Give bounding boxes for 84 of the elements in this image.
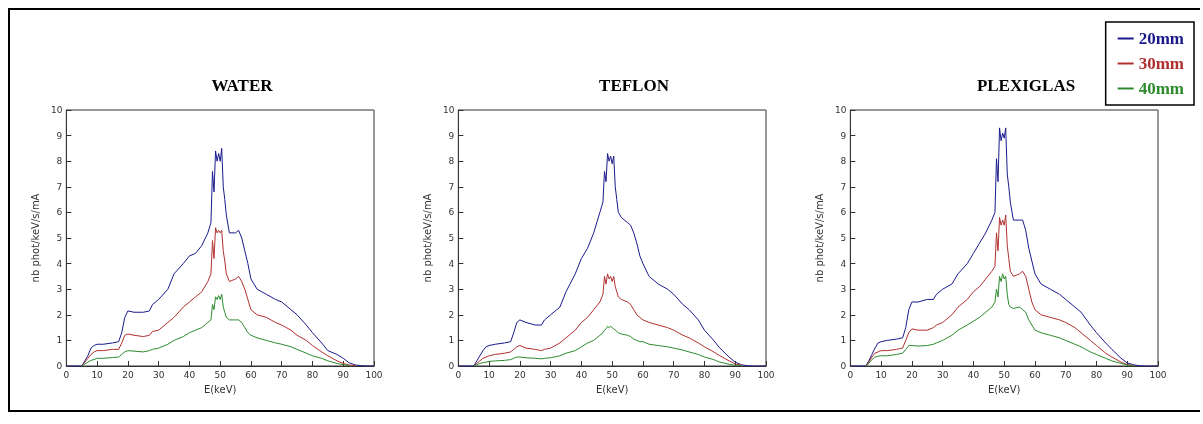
x-tick-label: 90 — [1121, 369, 1134, 380]
x-tick-label: 20 — [122, 369, 134, 380]
y-tick-label: 3 — [56, 284, 63, 295]
x-tick-label: 40 — [967, 369, 980, 380]
x-tick-label: 30 — [152, 369, 165, 380]
y-tick-label: 2 — [448, 309, 455, 320]
x-tick-label: 50 — [998, 369, 1011, 380]
x-tick-label: 30 — [936, 369, 949, 380]
y-tick-label: 9 — [56, 130, 63, 141]
legend-label: 20mm — [1138, 29, 1185, 48]
y-tick-label: 5 — [840, 233, 847, 243]
x-tick-label: 80 — [1090, 369, 1103, 380]
x-tick-label: 70 — [667, 369, 680, 380]
x-tick-label: 10 — [91, 369, 104, 380]
x-tick-label: 0 — [455, 369, 462, 380]
y-tick-label: 7 — [840, 181, 847, 192]
chart-title: WATER — [211, 76, 274, 95]
y-tick-label: 8 — [840, 156, 847, 167]
y-tick-label: 6 — [56, 207, 63, 218]
x-tick-label: 60 — [245, 369, 257, 380]
x-tick-label: 50 — [606, 369, 619, 380]
x-tick-label: 100 — [757, 369, 775, 380]
x-axis-title: E(keV) — [987, 383, 1021, 395]
x-tick-label: 100 — [365, 369, 383, 380]
y-axis-title: nb phot/keV/s/mA — [29, 193, 41, 283]
x-tick-label: 50 — [214, 369, 227, 380]
line-series — [473, 325, 742, 367]
x-tick-label: 70 — [1059, 369, 1072, 380]
y-tick-label: 6 — [448, 207, 455, 218]
x-axis-title: E(keV) — [595, 383, 629, 395]
y-tick-label: 8 — [56, 156, 63, 167]
y-tick-label: 5 — [448, 233, 455, 243]
chart-title: TEFLON — [599, 76, 670, 95]
x-tick-label: 100 — [1149, 369, 1167, 380]
y-tick-label: 3 — [840, 284, 847, 295]
x-tick-label: 0 — [847, 369, 854, 380]
x-tick-label: 90 — [729, 369, 742, 380]
y-tick-label: 10 — [834, 105, 847, 115]
x-tick-label: 30 — [544, 369, 557, 380]
x-tick-label: 40 — [575, 369, 588, 380]
x-tick-label: 90 — [337, 369, 350, 380]
x-tick-label: 20 — [906, 369, 918, 380]
y-axis-title: nb phot/keV/s/mA — [813, 193, 825, 283]
x-tick-label: 80 — [306, 369, 319, 380]
x-tick-label: 60 — [637, 369, 649, 380]
y-tick-label: 8 — [448, 156, 455, 167]
y-tick-label: 7 — [56, 181, 63, 192]
y-tick-label: 10 — [442, 105, 455, 115]
y-tick-label: 0 — [448, 361, 455, 371]
line-series — [865, 273, 1134, 367]
y-tick-label: 1 — [56, 335, 63, 346]
y-tick-label: 1 — [840, 335, 847, 346]
y-tick-label: 0 — [56, 361, 63, 371]
y-tick-label: 4 — [56, 258, 63, 269]
x-tick-label: 80 — [698, 369, 711, 380]
y-tick-label: 10 — [50, 105, 63, 115]
line-series — [81, 227, 357, 367]
y-tick-label: 2 — [840, 309, 847, 320]
x-tick-label: 10 — [483, 369, 496, 380]
y-tick-label: 9 — [448, 130, 455, 141]
x-tick-label: 60 — [1029, 369, 1041, 380]
x-tick-label: 70 — [275, 369, 288, 380]
y-tick-label: 9 — [840, 130, 847, 141]
line-series — [81, 293, 350, 367]
chart-title: PLEXIGLAS — [976, 76, 1076, 95]
y-tick-label: 6 — [840, 207, 847, 218]
y-tick-label: 4 — [840, 258, 847, 269]
x-tick-label: 40 — [183, 369, 196, 380]
y-tick-label: 5 — [56, 233, 63, 243]
y-tick-label: 4 — [448, 258, 455, 269]
y-axis-title: nb phot/keV/s/mA — [421, 193, 433, 283]
legend-label: 30mm — [1138, 54, 1185, 73]
x-tick-label: 10 — [875, 369, 888, 380]
line-series — [473, 273, 742, 367]
y-tick-label: 1 — [448, 335, 455, 346]
y-tick-label: 7 — [448, 181, 455, 192]
y-tick-label: 3 — [448, 284, 455, 295]
line-series — [865, 214, 1134, 367]
y-tick-label: 0 — [840, 361, 847, 371]
x-tick-label: 0 — [63, 369, 70, 380]
legend-label: 40mm — [1138, 79, 1185, 98]
x-axis-title: E(keV) — [203, 383, 237, 395]
y-tick-label: 2 — [56, 309, 63, 320]
x-tick-label: 20 — [514, 369, 526, 380]
